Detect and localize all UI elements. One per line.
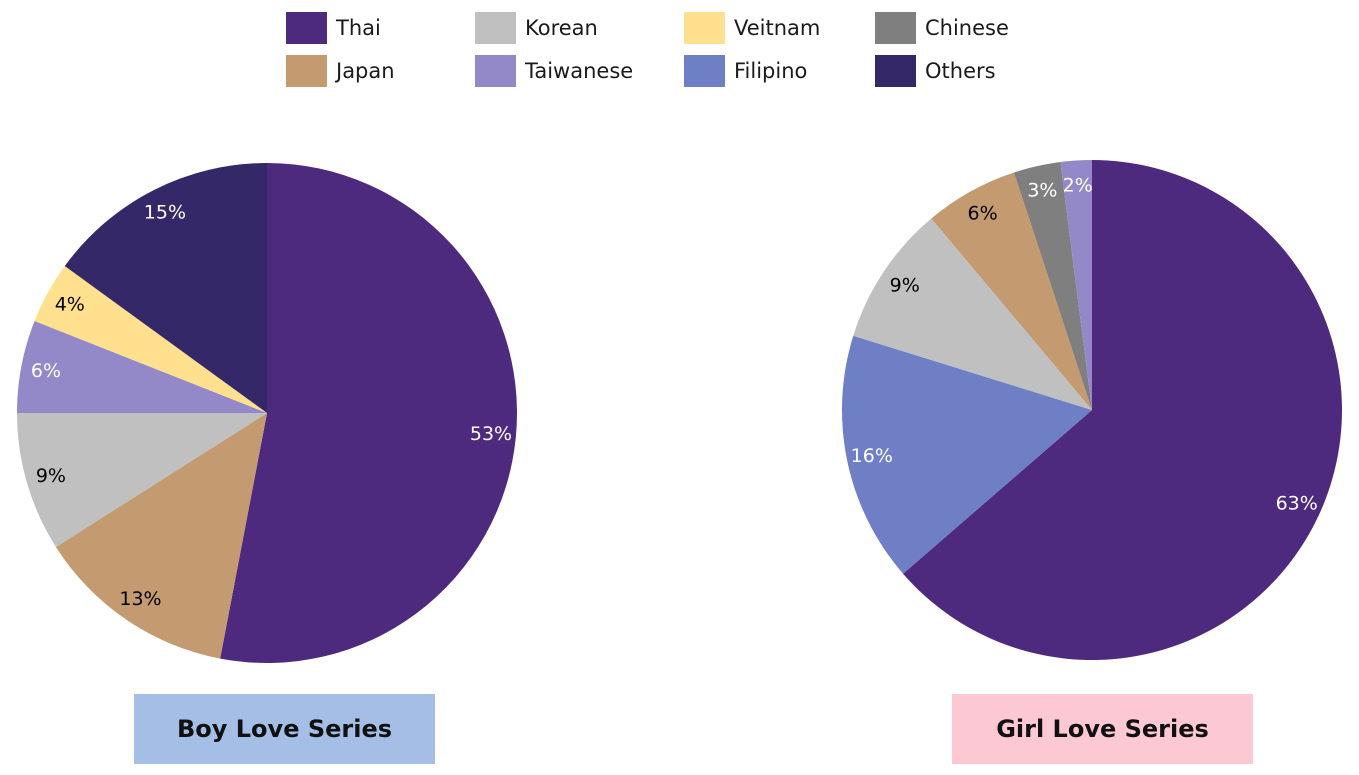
boy-slice-veitnam bbox=[34, 266, 268, 413]
legend-swatch-veitnam bbox=[684, 12, 725, 44]
legend-label-veitnam: Veitnam bbox=[734, 16, 821, 40]
legend-item-others: Others bbox=[875, 55, 996, 87]
boy-slice-label-korean: 9% bbox=[36, 465, 66, 487]
legend-swatch-taiwanese bbox=[475, 55, 516, 87]
girl-slice-label-chinese: 3% bbox=[1027, 180, 1057, 202]
girl-slice-label-filipino: 16% bbox=[851, 445, 893, 467]
girl-slice-filipino bbox=[841, 335, 1092, 574]
girl-love-caption: Girl Love Series bbox=[952, 694, 1253, 764]
legend-item-chinese: Chinese bbox=[875, 12, 1009, 44]
legend-label-thai: Thai bbox=[336, 16, 381, 40]
boy-slice-thai bbox=[220, 163, 518, 663]
legend-item-veitnam: Veitnam bbox=[684, 12, 820, 44]
girl-slice-label-korean: 9% bbox=[890, 274, 920, 296]
chart-legend: Thai Korean Veitnam Chinese Japan Taiwanese Fi… bbox=[286, 12, 1046, 92]
girl-slice-label-thai: 63% bbox=[1276, 493, 1318, 515]
boy-love-caption-text: Boy Love Series bbox=[176, 715, 393, 743]
legend-item-japan: Japan bbox=[286, 55, 395, 87]
boy-slice-japan bbox=[55, 413, 267, 659]
legend-swatch-others bbox=[875, 55, 916, 87]
girl-slice-thai bbox=[903, 160, 1342, 660]
legend-label-korean: Korean bbox=[525, 16, 598, 40]
girl-slice-chinese bbox=[1013, 162, 1092, 410]
boy-slice-label-thai: 53% bbox=[470, 423, 512, 445]
legend-item-korean: Korean bbox=[475, 12, 598, 44]
girl-slice-taiwanese bbox=[1060, 160, 1092, 410]
girl-slice-label-taiwanese: 2% bbox=[1063, 175, 1093, 197]
legend-swatch-korean bbox=[475, 12, 516, 44]
legend-label-filipino: Filipino bbox=[734, 59, 808, 83]
girl-slice-korean bbox=[853, 218, 1092, 410]
legend-swatch-thai bbox=[286, 12, 327, 44]
boy-slice-label-veitnam: 4% bbox=[55, 294, 85, 316]
legend-label-others: Others bbox=[925, 59, 996, 83]
legend-item-taiwanese: Taiwanese bbox=[475, 55, 633, 87]
legend-swatch-japan bbox=[286, 55, 327, 87]
legend-swatch-filipino bbox=[684, 55, 725, 87]
boy-slice-korean bbox=[16, 413, 267, 547]
legend-label-taiwanese: Taiwanese bbox=[525, 59, 634, 83]
boy-love-caption: Boy Love Series bbox=[134, 694, 435, 764]
boy-slice-others bbox=[64, 163, 267, 413]
boy-slice-label-taiwanese: 6% bbox=[31, 360, 61, 382]
boy-slice-label-japan: 13% bbox=[119, 588, 161, 610]
boy-slice-taiwanese bbox=[17, 320, 267, 413]
girl-slice-label-japan: 6% bbox=[968, 202, 998, 224]
boy-slice-label-others: 15% bbox=[144, 202, 186, 224]
legend-label-chinese: Chinese bbox=[925, 16, 1009, 40]
legend-swatch-chinese bbox=[875, 12, 916, 44]
girl-love-caption-text: Girl Love Series bbox=[996, 715, 1209, 743]
legend-item-filipino: Filipino bbox=[684, 55, 807, 87]
legend-label-japan: Japan bbox=[336, 59, 395, 83]
girl-slice-japan bbox=[931, 172, 1092, 410]
legend-item-thai: Thai bbox=[286, 12, 381, 44]
